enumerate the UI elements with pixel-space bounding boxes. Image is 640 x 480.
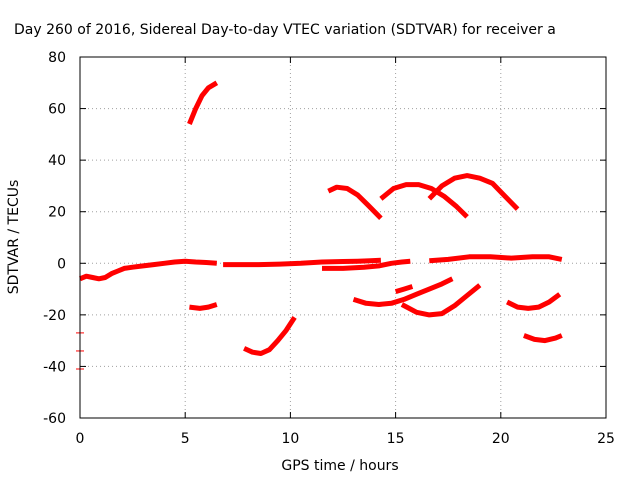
series-track-8 [327, 184, 383, 220]
series-track-13 [400, 283, 482, 318]
ticks: 0 5 10 15 20 25 -60 -40 -20 0 20 40 60 80 [43, 50, 615, 447]
x-tick-label: 10 [281, 431, 299, 447]
y-tick-label: 80 [48, 50, 66, 66]
series-track-3 [322, 258, 411, 271]
x-tick-label: 0 [76, 431, 85, 447]
y-tick-label: 0 [57, 256, 66, 272]
series-track-11 [352, 276, 454, 307]
y-tick-label: 40 [48, 153, 66, 169]
series-track-4 [429, 254, 563, 264]
x-tick-label: 5 [181, 431, 190, 447]
series-track-9 [379, 182, 469, 219]
series-track-14 [506, 292, 562, 311]
series-track-6 [189, 302, 218, 311]
y-tick-label: -40 [43, 359, 66, 375]
grid [80, 57, 606, 418]
chart-title: Day 260 of 2016, Sidereal Day-to-day VTE… [14, 22, 556, 38]
series-track-15 [523, 333, 563, 344]
x-tick-label: 20 [492, 431, 510, 447]
series-track-2 [223, 257, 382, 268]
series-track-12 [394, 284, 414, 294]
plot-frame [79, 56, 607, 419]
y-axis-label: SDTVAR / TECUs [6, 180, 22, 295]
y-tick-label: -60 [43, 411, 66, 427]
series-track-5 [187, 80, 219, 125]
y-tick-label: 20 [48, 205, 66, 221]
series-track-1 [79, 258, 217, 282]
x-tick-label: 25 [597, 431, 615, 447]
series-track-10 [427, 173, 520, 211]
x-axis-label: GPS time / hours [281, 458, 398, 474]
x-tick-label: 15 [387, 431, 405, 447]
series-track-7 [243, 316, 297, 356]
data-series [79, 80, 563, 356]
y-tick-label: 60 [48, 102, 66, 118]
y-tick-label: -20 [43, 308, 66, 324]
